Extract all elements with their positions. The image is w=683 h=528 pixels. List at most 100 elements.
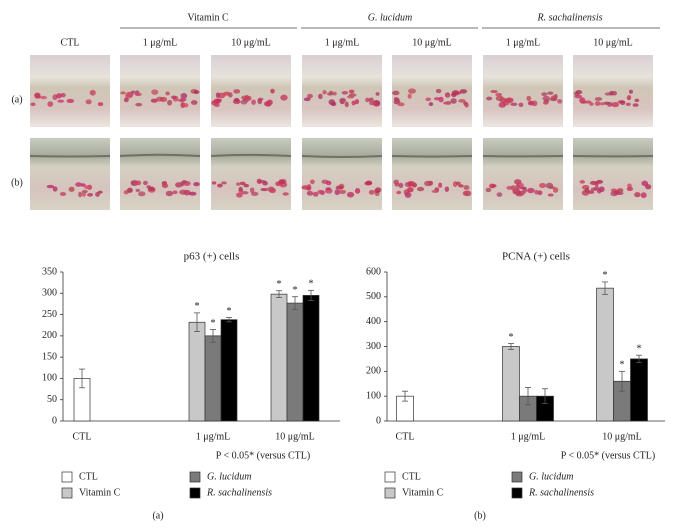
cell (486, 96, 493, 101)
cell (580, 100, 587, 104)
cell (451, 92, 457, 98)
cell (306, 190, 314, 196)
cell (599, 102, 606, 106)
cell (365, 97, 370, 103)
cell (518, 102, 524, 107)
x-tick-label: 1 μg/mL (511, 431, 546, 442)
cell (175, 182, 183, 188)
legend-swatch (61, 471, 73, 483)
error-bar (542, 388, 548, 405)
legend-swatch (189, 487, 201, 499)
cell (85, 99, 92, 105)
cell (464, 102, 469, 108)
cell (236, 182, 241, 186)
cell (425, 97, 431, 102)
cell (351, 100, 356, 106)
group-label: R. sachalinensis (537, 12, 603, 23)
cell (491, 184, 497, 188)
y-tick-label: 0 (376, 415, 381, 426)
cell (80, 183, 86, 187)
cell (238, 186, 243, 192)
cell (444, 186, 450, 192)
tissue-edge (391, 155, 473, 158)
micrograph-bg (30, 138, 110, 210)
micrograph-bg (211, 138, 291, 210)
cell (249, 187, 255, 194)
error-bar (525, 387, 531, 406)
cell (516, 182, 524, 188)
y-tick-label: 300 (366, 341, 381, 352)
cell (397, 102, 405, 107)
cell (260, 187, 269, 192)
cell (328, 90, 334, 95)
column-label: 10 μg/mL (412, 37, 452, 48)
cell (552, 187, 559, 193)
error-bar (276, 290, 282, 298)
cell (165, 190, 174, 197)
micrograph (119, 138, 201, 210)
cell (240, 99, 248, 105)
cell (539, 182, 547, 189)
cell (339, 97, 347, 103)
legend-label: G. lucidum (529, 471, 573, 482)
error-bar (402, 390, 408, 402)
legend-label: G. lucidum (207, 471, 251, 482)
micrograph-bg (302, 138, 382, 210)
cell (233, 89, 241, 94)
annotation: P < 0.05* (versus CTL) (216, 450, 310, 461)
legend-label: CTL (79, 471, 98, 482)
cell (495, 92, 502, 97)
cell (151, 89, 159, 95)
bar (220, 319, 238, 422)
cell (584, 187, 590, 193)
micrograph-bg (483, 138, 563, 210)
micrograph (302, 55, 382, 127)
significance-mark: * (211, 318, 216, 329)
y-tick-label: 100 (42, 373, 57, 384)
cell (243, 183, 250, 188)
cell (527, 187, 535, 194)
cell (172, 190, 178, 195)
micrograph (483, 55, 563, 127)
cell (182, 103, 189, 108)
cell (344, 101, 349, 108)
cell (123, 97, 129, 103)
cell (87, 193, 94, 197)
cell (368, 97, 374, 103)
cell (217, 183, 223, 188)
cell (278, 179, 286, 185)
cell (368, 189, 375, 195)
cell (213, 103, 220, 108)
cell (532, 100, 538, 107)
cell (495, 95, 504, 102)
bar (302, 295, 320, 422)
x-tick-label: 10 μg/mL (275, 431, 315, 442)
cell (625, 102, 631, 106)
cell (270, 88, 275, 94)
y-tick-label: 300 (42, 288, 57, 299)
cell (609, 90, 614, 96)
chart-title: PCNA (+) cells (502, 251, 570, 263)
cell (216, 98, 222, 102)
cell (534, 189, 539, 195)
y-tick-label: 250 (42, 309, 57, 320)
cell (335, 185, 344, 190)
error-bar (619, 370, 625, 392)
error-bar (210, 329, 216, 343)
significance-mark: * (620, 360, 625, 371)
cell (318, 93, 323, 100)
legend-label: R. sachalinensis (206, 487, 272, 498)
bar (204, 335, 222, 422)
cell (171, 95, 177, 100)
cell (146, 185, 151, 189)
column-label: 10 μg/mL (231, 37, 271, 48)
y-tick-label: 100 (366, 390, 381, 401)
micrograph (301, 138, 383, 210)
cell (459, 89, 468, 94)
cell (310, 179, 315, 185)
group-label: G. lucidum (368, 12, 412, 23)
cell (431, 189, 439, 194)
cell (222, 91, 231, 96)
cell (579, 180, 585, 184)
